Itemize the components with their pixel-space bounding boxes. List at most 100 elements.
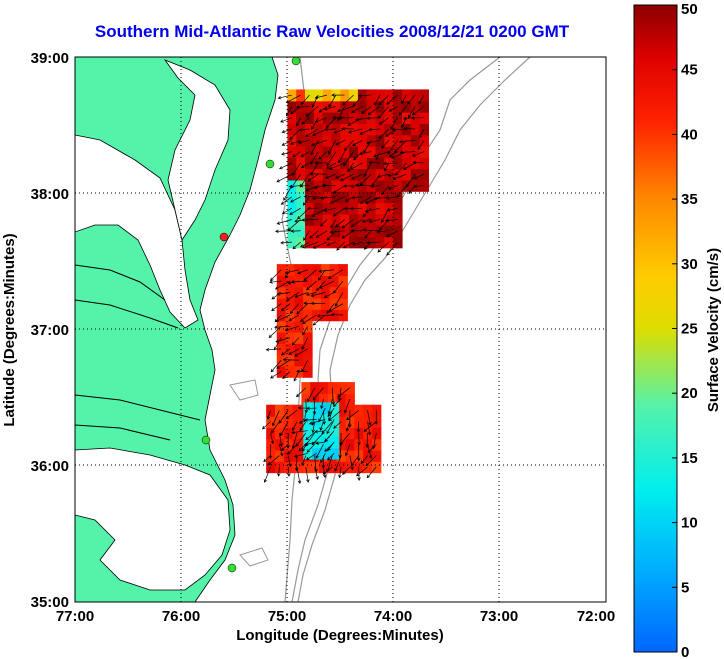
- colorbar-tick-label: 0: [681, 644, 689, 659]
- velocity-cell: [313, 112, 324, 124]
- velocity-arrow: [351, 106, 363, 114]
- velocity-cell: [327, 393, 338, 406]
- velocity-arrow: [295, 105, 310, 109]
- velocity-cell: [371, 449, 382, 462]
- velocity-cell: [384, 225, 394, 238]
- velocity-arrow: [349, 455, 354, 471]
- velocity-cell: [357, 112, 368, 124]
- velocity-arrow: [311, 207, 328, 217]
- velocity-arrow: [280, 117, 292, 123]
- velocity-arrow: [270, 421, 280, 434]
- velocity-cell: [303, 275, 313, 288]
- velocity-arrow: [318, 280, 335, 289]
- velocity-arrow: [314, 455, 318, 473]
- velocity-cell: [287, 134, 297, 147]
- velocity-arrow: [298, 444, 307, 452]
- velocity-arrow: [269, 280, 282, 284]
- velocity-cell: [285, 365, 296, 378]
- velocity-cell: [366, 191, 377, 204]
- velocity-cell: [338, 309, 348, 322]
- velocity-cell: [401, 100, 412, 113]
- velocity-cell: [354, 404, 364, 417]
- velocity-arrow: [294, 292, 308, 298]
- velocity-arrow: [312, 399, 317, 416]
- velocity-cell: [329, 275, 340, 288]
- velocity-arrow: [292, 421, 298, 431]
- velocity-arrow: [273, 337, 282, 351]
- velocity-arrow: [275, 229, 292, 234]
- velocity-arrow: [280, 241, 292, 245]
- velocity-cell: [312, 298, 322, 310]
- velocity-arrow: [296, 466, 302, 485]
- velocity-cell: [366, 157, 377, 170]
- velocity-cell: [329, 298, 340, 310]
- velocity-arrow: [303, 441, 317, 446]
- velocity-cell: [322, 202, 333, 215]
- velocity-arrow: [310, 301, 326, 306]
- velocity-arrow: [300, 94, 310, 106]
- velocity-arrow: [344, 398, 351, 414]
- velocity-arrow: [401, 94, 407, 105]
- velocity-cell: [320, 425, 331, 437]
- velocity-cell: [296, 112, 306, 124]
- velocity-arrow: [297, 406, 308, 410]
- velocity-arrow: [313, 185, 328, 190]
- velocity-arrow: [332, 207, 345, 217]
- velocity-arrow: [280, 348, 291, 356]
- velocity-arrow: [334, 219, 345, 228]
- velocity-cell: [305, 134, 315, 147]
- velocity-cell: [287, 157, 297, 170]
- velocity-arrow: [311, 421, 315, 434]
- velocity-arrow: [384, 162, 390, 172]
- velocity-cell: [375, 168, 385, 181]
- velocity-arrow: [395, 162, 407, 176]
- velocity-cell: [371, 427, 382, 440]
- velocity-cell: [375, 89, 385, 102]
- velocity-cell: [312, 264, 322, 277]
- velocity-arrow: [272, 410, 280, 427]
- velocity-cell: [366, 89, 377, 102]
- velocity-cell: [320, 436, 331, 449]
- velocity-cell: [338, 286, 348, 299]
- velocity-arrow: [326, 151, 337, 167]
- velocity-cell: [303, 264, 313, 277]
- velocity-arrow: [348, 128, 363, 134]
- velocity-arrow: [279, 432, 283, 447]
- velocity-cell: [285, 275, 296, 288]
- velocity-cell: [322, 145, 333, 158]
- velocity-cell: [285, 264, 296, 277]
- velocity-arrow: [390, 117, 398, 130]
- velocity-arrow: [341, 126, 354, 131]
- velocity-arrow: [290, 106, 301, 115]
- velocity-cell: [331, 213, 341, 226]
- velocity-arrow: [277, 94, 292, 100]
- velocity-cell: [410, 157, 421, 170]
- velocity-cell: [276, 286, 287, 299]
- velocity-arrow: [300, 162, 310, 169]
- colorbar: [633, 4, 678, 653]
- velocity-cell: [296, 236, 306, 249]
- velocity-cell: [266, 416, 276, 428]
- velocity-arrow: [378, 94, 390, 106]
- velocity-cell: [419, 112, 430, 124]
- velocity-cell: [384, 168, 394, 181]
- colorbar-label: Surface Velocity (cm/s): [705, 248, 722, 412]
- velocity-cell: [336, 416, 347, 428]
- velocity-arrow: [265, 347, 282, 352]
- velocity-cell: [303, 331, 313, 344]
- velocity-cell: [285, 320, 296, 333]
- radar-site-marker: [291, 57, 301, 66]
- velocity-arrow: [305, 452, 317, 461]
- velocity-arrow: [335, 173, 345, 179]
- velocity-cell: [349, 89, 359, 102]
- velocity-arrow: [396, 185, 407, 198]
- velocity-cell: [401, 89, 412, 102]
- velocity-arrow: [301, 455, 307, 466]
- velocity-cell: [296, 134, 306, 147]
- velocity-arrow: [403, 126, 416, 131]
- velocity-arrow: [319, 421, 324, 431]
- velocity-arrow: [287, 444, 298, 455]
- velocity-cell: [329, 436, 340, 449]
- velocity-cell: [320, 402, 331, 415]
- velocity-arrow: [270, 269, 282, 282]
